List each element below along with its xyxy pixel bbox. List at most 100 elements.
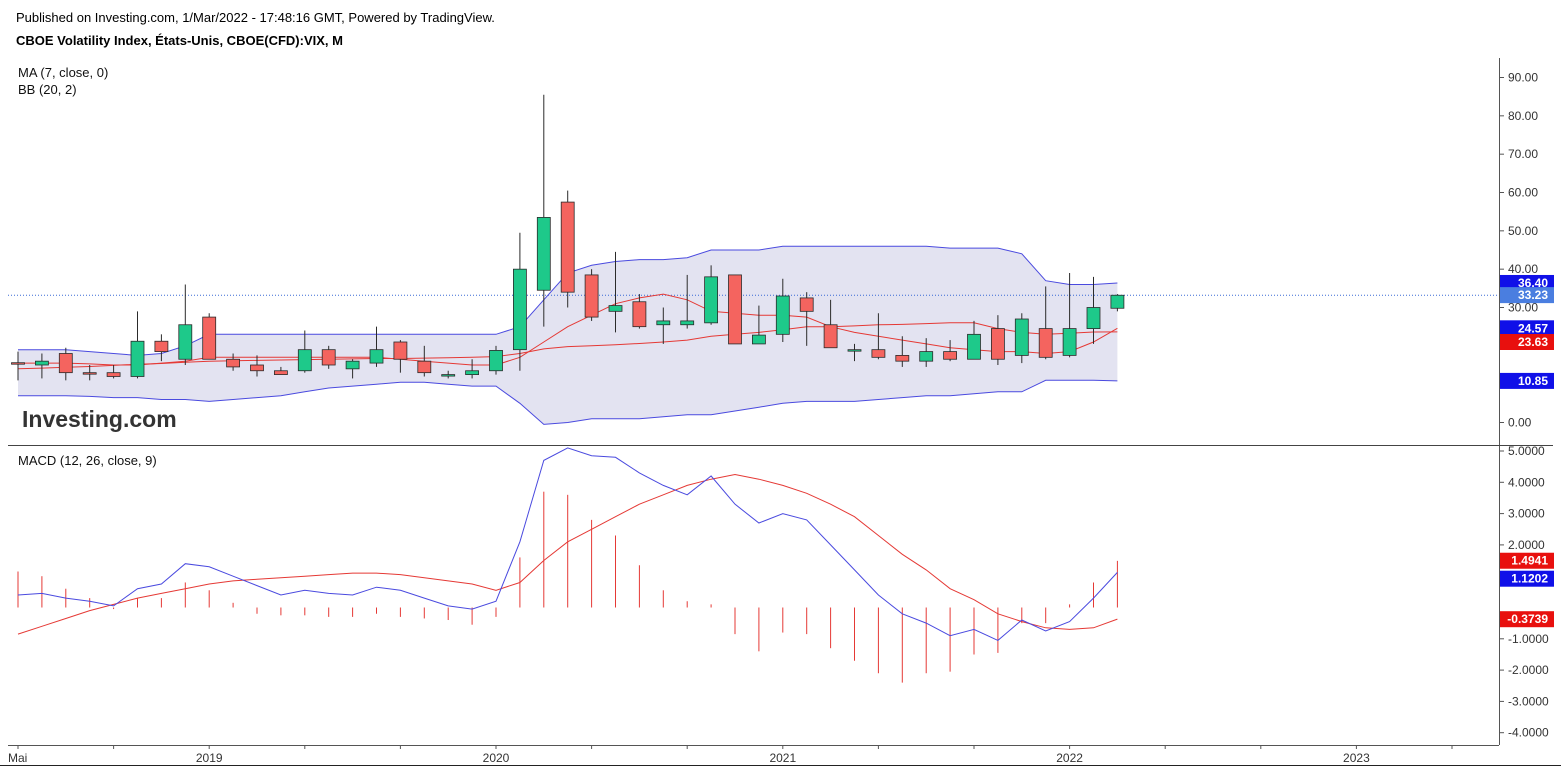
ma-value-text: 23.63	[1518, 335, 1548, 349]
macd-tick-label: 5.0000	[1508, 444, 1545, 458]
candle	[1110, 294, 1125, 312]
time-tick-label: 2019	[196, 751, 223, 765]
candle-body	[895, 355, 910, 362]
bb-lower-value: 10.85	[1500, 372, 1554, 389]
macd-line	[17, 447, 1118, 641]
candle	[632, 294, 647, 329]
price-tick-label: 50.00	[1508, 224, 1538, 238]
histogram-value-bg	[1500, 552, 1554, 569]
macd-tick-label: -4.0000	[1508, 726, 1549, 740]
ma-value-bg	[1500, 334, 1554, 351]
price-tick-label: 0.00	[1508, 416, 1532, 430]
candle	[154, 334, 169, 362]
candle-body	[536, 217, 551, 291]
macd-tick-label: 4.0000	[1508, 475, 1545, 489]
candle-body	[250, 364, 264, 372]
candle-body	[1014, 318, 1029, 356]
candle	[441, 370, 456, 379]
macd-tick-label: -1.0000	[1508, 632, 1549, 646]
bb-mid-value-bg	[1500, 320, 1554, 337]
axes: 90.00 80.00 70.00 60.00 50.00 40.00 30.00 0.00 5…	[0, 58, 1561, 766]
candle-body	[1062, 328, 1077, 356]
candle	[393, 340, 408, 373]
candle	[321, 345, 336, 369]
candle-body	[369, 349, 384, 364]
price-tick-label: 90.00	[1508, 71, 1538, 85]
candle-body	[465, 370, 480, 375]
candle-body	[513, 268, 527, 351]
candle	[178, 284, 193, 366]
bb-lower-value-text: 10.85	[1518, 374, 1548, 388]
candle	[536, 94, 551, 327]
macd-histogram	[17, 491, 1118, 683]
candle-body	[154, 340, 169, 352]
candle	[345, 359, 360, 379]
last-price-value: 33.23	[1500, 287, 1554, 304]
candle-body	[489, 350, 503, 372]
price-tick-label: 70.00	[1508, 147, 1538, 161]
candle	[991, 315, 1005, 366]
candle-body	[178, 324, 193, 360]
candle	[704, 265, 718, 325]
candle	[919, 338, 934, 367]
candle-body	[1086, 307, 1101, 329]
candle-body	[799, 297, 814, 312]
macd-value-text: 1.1202	[1511, 572, 1548, 586]
candle	[106, 365, 121, 379]
candle-body	[608, 305, 623, 312]
bb-upper-value: 36.40	[1500, 274, 1554, 291]
candle-body	[11, 362, 25, 365]
candle	[728, 274, 742, 345]
candle-body	[273, 370, 288, 375]
bb-mid-value: 24.57	[1500, 320, 1554, 337]
candle	[513, 232, 527, 371]
published-info: Published on Investing.com, 1/Mar/2022 -…	[16, 10, 495, 25]
candle	[1014, 313, 1029, 364]
bb-lower-value-bg	[1500, 372, 1554, 389]
candle-body	[704, 276, 718, 324]
candle	[752, 305, 766, 345]
candle-body	[560, 201, 575, 293]
candle-body	[584, 274, 599, 318]
candle-body	[775, 295, 790, 335]
candle-body	[823, 324, 838, 349]
candle-body	[226, 358, 241, 368]
price-pane[interactable]	[8, 94, 1499, 425]
candle-body	[82, 372, 97, 375]
candle	[202, 313, 217, 360]
bb-band-fill	[18, 246, 1118, 425]
candle	[799, 292, 814, 346]
price-tick-label: 60.00	[1508, 186, 1538, 200]
candle-body	[752, 334, 766, 345]
ma-legend: MA (7, close, 0)	[18, 65, 108, 80]
signal-value-bg	[1500, 611, 1554, 628]
candle	[943, 340, 957, 362]
candle	[847, 343, 862, 362]
last-price-value-text: 33.23	[1518, 288, 1548, 302]
symbol-title: CBOE Volatility Index, États-Unis, CBOE(…	[16, 33, 343, 48]
last-price-value-bg	[1500, 287, 1554, 304]
macd-pane[interactable]	[17, 447, 1118, 683]
candle	[560, 190, 575, 308]
macd-tick-label: -3.0000	[1508, 694, 1549, 708]
candle	[967, 320, 981, 360]
candle	[250, 355, 264, 377]
signal-value: -0.3739	[1500, 611, 1554, 628]
macd-value: 1.1202	[1500, 570, 1554, 587]
bb-upper-value-bg	[1500, 274, 1554, 291]
bb-mid-value-text: 24.57	[1518, 321, 1548, 335]
candle-body	[656, 320, 671, 326]
candle-body	[345, 360, 360, 370]
candle-body	[35, 360, 49, 366]
candle	[1086, 276, 1101, 344]
candle-body	[202, 316, 217, 360]
candle-body	[106, 372, 121, 377]
candle-body	[441, 374, 456, 377]
candle-body	[632, 301, 647, 328]
candle	[297, 330, 312, 373]
signal-line	[17, 473, 1118, 635]
candle-body	[847, 349, 862, 352]
macd-value-bg	[1500, 570, 1554, 587]
